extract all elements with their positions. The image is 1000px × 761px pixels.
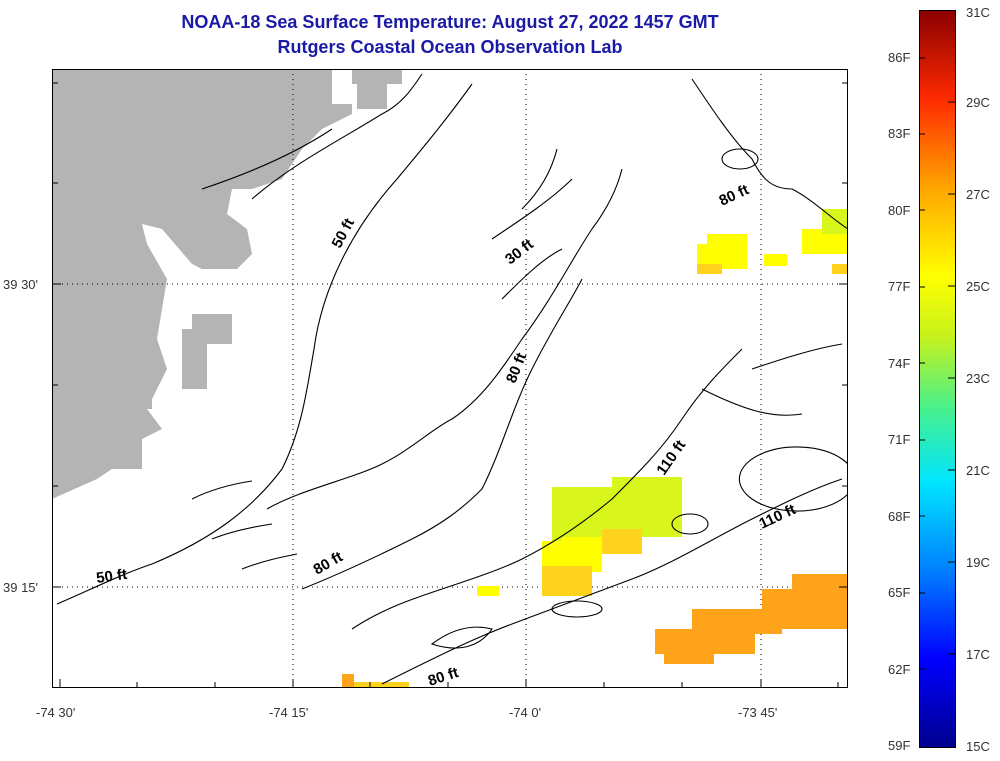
cb-label-f: 83F <box>888 126 911 141</box>
cb-label-f: 71F <box>888 432 911 447</box>
cb-label-f: 74F <box>888 356 911 371</box>
contour-label: 50 ft <box>95 566 128 587</box>
cb-label-c: 31C <box>966 5 990 20</box>
cb-label-c: 17C <box>966 647 990 662</box>
map-frame <box>52 69 848 688</box>
cb-label-f: 86F <box>888 50 911 65</box>
cb-label-f: 68F <box>888 509 911 524</box>
contour-label: 80 ft <box>426 664 461 688</box>
lon-label-74-15: -74 15' <box>269 705 309 720</box>
lat-label-39-30: 39 30' <box>3 277 39 292</box>
cb-label-f: 80F <box>888 203 911 218</box>
tick-marks <box>52 82 848 688</box>
cb-label-c: 23C <box>966 371 990 386</box>
lon-label-74-30: -74 30' <box>36 705 76 720</box>
temperature-colorbar <box>919 10 956 748</box>
depth-contours <box>56 73 848 685</box>
cb-label-c: 27C <box>966 187 990 202</box>
cb-label-c: 21C <box>966 463 990 478</box>
sst-pixels <box>342 209 848 688</box>
cb-label-c: 29C <box>966 95 990 110</box>
sst-map: 50 ft 30 ft 80 ft 80 ft 110 ft 110 ft 80… <box>52 69 848 688</box>
cb-label-c: 25C <box>966 279 990 294</box>
cb-label-f: 62F <box>888 662 911 677</box>
lon-label-73-45: -73 45' <box>738 705 778 720</box>
cb-label-f: 77F <box>888 279 911 294</box>
lon-label-74-0: -74 0' <box>509 705 542 720</box>
land-mask <box>52 69 402 499</box>
map-title: NOAA-18 Sea Surface Temperature: August … <box>181 12 719 32</box>
cb-label-f: 65F <box>888 585 911 600</box>
cb-label-c: 19C <box>966 555 990 570</box>
graticule <box>52 69 848 688</box>
colorbar-ticks <box>919 57 956 670</box>
cb-label-c: 15C <box>966 739 990 754</box>
lat-label-39-15: 39 15' <box>3 580 39 595</box>
cb-label-f: 59F <box>888 738 911 753</box>
map-subtitle: Rutgers Coastal Ocean Observation Lab <box>277 37 623 57</box>
